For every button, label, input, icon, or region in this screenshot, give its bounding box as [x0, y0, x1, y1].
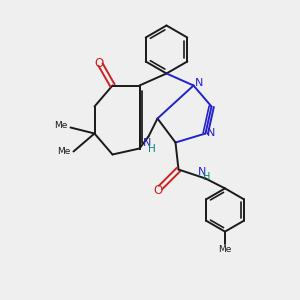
Text: H: H	[203, 172, 211, 182]
Text: N: N	[207, 128, 216, 139]
Text: H: H	[148, 144, 155, 154]
Text: Me: Me	[54, 122, 68, 130]
Text: N: N	[195, 77, 203, 88]
Text: Me: Me	[57, 147, 70, 156]
Text: N: N	[198, 167, 206, 177]
Text: Me: Me	[218, 245, 232, 254]
Text: O: O	[154, 184, 163, 197]
Text: N: N	[143, 138, 151, 148]
Text: O: O	[94, 56, 103, 70]
